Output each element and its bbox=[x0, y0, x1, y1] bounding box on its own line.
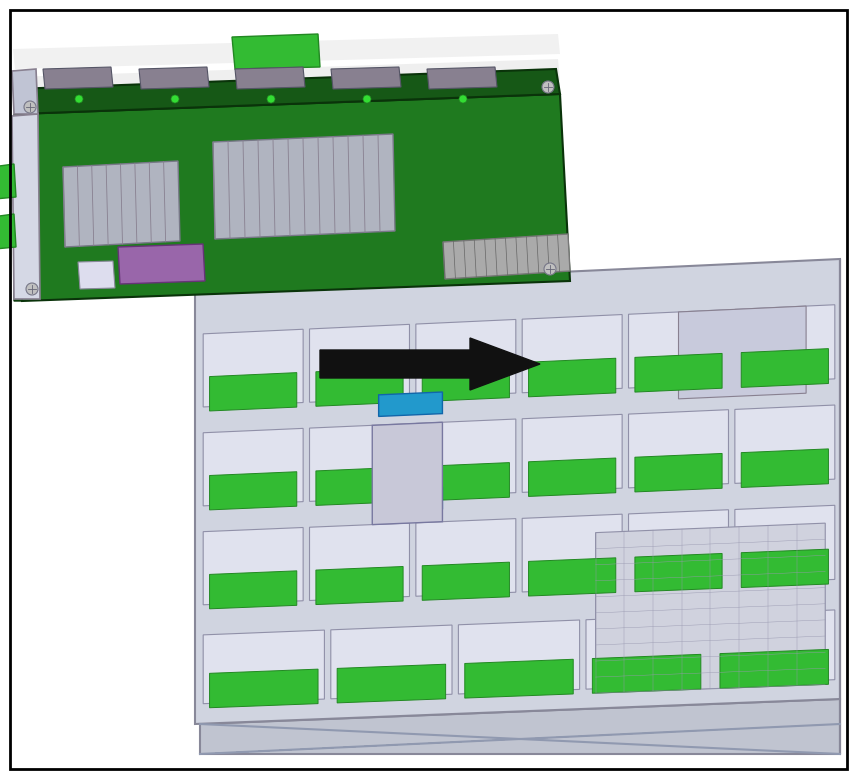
Polygon shape bbox=[12, 69, 38, 114]
Polygon shape bbox=[734, 305, 835, 383]
Polygon shape bbox=[210, 571, 297, 609]
Polygon shape bbox=[331, 625, 452, 699]
Polygon shape bbox=[13, 34, 560, 69]
Polygon shape bbox=[679, 306, 806, 399]
Polygon shape bbox=[720, 650, 829, 689]
Circle shape bbox=[459, 95, 467, 103]
Polygon shape bbox=[586, 615, 707, 689]
Polygon shape bbox=[416, 519, 516, 596]
Polygon shape bbox=[200, 699, 840, 754]
Polygon shape bbox=[741, 349, 829, 387]
Polygon shape bbox=[734, 506, 835, 583]
Polygon shape bbox=[203, 428, 303, 506]
Polygon shape bbox=[320, 338, 540, 390]
Polygon shape bbox=[337, 664, 446, 703]
Circle shape bbox=[26, 283, 38, 295]
Polygon shape bbox=[18, 94, 570, 301]
Polygon shape bbox=[14, 69, 560, 114]
Polygon shape bbox=[12, 114, 40, 299]
Polygon shape bbox=[741, 549, 829, 587]
Polygon shape bbox=[458, 620, 579, 694]
Polygon shape bbox=[423, 363, 509, 401]
Polygon shape bbox=[14, 114, 22, 301]
Polygon shape bbox=[635, 554, 722, 592]
Polygon shape bbox=[628, 509, 728, 587]
Polygon shape bbox=[522, 414, 622, 492]
Polygon shape bbox=[741, 449, 829, 488]
Polygon shape bbox=[78, 261, 115, 289]
Polygon shape bbox=[63, 161, 180, 247]
Polygon shape bbox=[529, 458, 616, 496]
Polygon shape bbox=[0, 164, 16, 199]
Polygon shape bbox=[628, 309, 728, 388]
Polygon shape bbox=[316, 368, 403, 407]
Polygon shape bbox=[628, 410, 728, 488]
Polygon shape bbox=[331, 67, 401, 89]
Polygon shape bbox=[210, 372, 297, 411]
Circle shape bbox=[171, 95, 179, 103]
Polygon shape bbox=[118, 244, 205, 284]
Polygon shape bbox=[734, 405, 835, 483]
Polygon shape bbox=[596, 523, 825, 693]
Polygon shape bbox=[139, 67, 209, 89]
Polygon shape bbox=[522, 514, 622, 592]
Polygon shape bbox=[43, 67, 113, 89]
Circle shape bbox=[267, 95, 275, 103]
Polygon shape bbox=[416, 319, 516, 397]
Polygon shape bbox=[416, 419, 516, 497]
Polygon shape bbox=[635, 354, 722, 392]
Polygon shape bbox=[309, 424, 410, 502]
Polygon shape bbox=[714, 610, 835, 684]
Circle shape bbox=[363, 95, 371, 103]
Polygon shape bbox=[423, 562, 509, 601]
Circle shape bbox=[75, 95, 83, 103]
Polygon shape bbox=[210, 472, 297, 510]
Polygon shape bbox=[316, 467, 403, 506]
Circle shape bbox=[542, 81, 554, 93]
Polygon shape bbox=[195, 259, 840, 724]
Polygon shape bbox=[423, 463, 509, 501]
Polygon shape bbox=[210, 669, 318, 708]
Polygon shape bbox=[203, 630, 325, 703]
Polygon shape bbox=[203, 330, 303, 407]
Polygon shape bbox=[316, 566, 403, 605]
Polygon shape bbox=[203, 527, 303, 605]
Polygon shape bbox=[0, 214, 16, 249]
Circle shape bbox=[544, 263, 556, 275]
Circle shape bbox=[24, 101, 36, 113]
Polygon shape bbox=[309, 324, 410, 402]
Polygon shape bbox=[235, 67, 305, 89]
Polygon shape bbox=[213, 134, 395, 239]
Polygon shape bbox=[372, 422, 442, 524]
Polygon shape bbox=[522, 315, 622, 393]
Polygon shape bbox=[464, 659, 573, 698]
Polygon shape bbox=[592, 654, 701, 693]
Polygon shape bbox=[427, 67, 497, 89]
Polygon shape bbox=[309, 523, 410, 601]
Polygon shape bbox=[232, 34, 320, 69]
Polygon shape bbox=[13, 59, 560, 99]
Polygon shape bbox=[379, 487, 442, 511]
Polygon shape bbox=[443, 234, 570, 279]
Polygon shape bbox=[529, 558, 616, 596]
Polygon shape bbox=[529, 358, 616, 397]
Polygon shape bbox=[635, 453, 722, 492]
Polygon shape bbox=[379, 392, 442, 417]
